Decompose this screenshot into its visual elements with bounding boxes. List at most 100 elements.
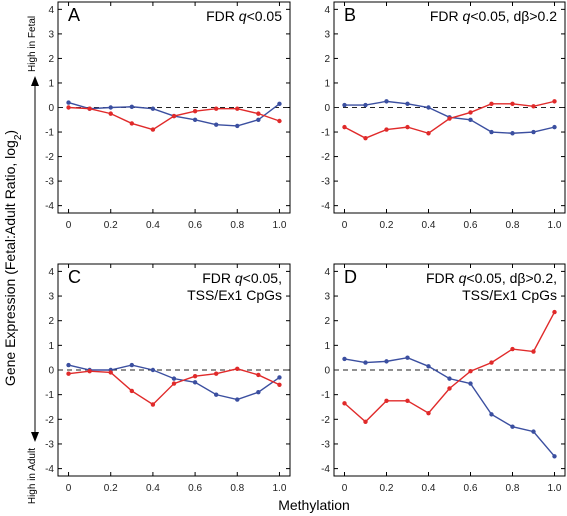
data-point-red <box>552 99 557 104</box>
data-point-blue <box>468 117 473 122</box>
data-point-blue <box>256 389 261 395</box>
panel-b: -4 -3 -2 -1 0 1 2 3 4 0 0.2 0.4 0.6 0.8 1.0 B FDR q<0.05… <box>321 1 566 231</box>
panel-d: -4 -3 -2 -1 0 1 2 3 4 0 0.2 0.4 0.6 0.8 1.0 D FDR q<0.05… <box>321 263 566 494</box>
y-tick-label: 0 <box>48 103 54 114</box>
y-tick-label: 1 <box>48 78 54 89</box>
data-point-red <box>108 370 113 375</box>
data-point-red <box>342 124 347 130</box>
data-point-blue <box>235 397 240 402</box>
panel-letter: A <box>68 5 80 25</box>
data-point-blue <box>213 122 219 127</box>
data-point-blue <box>552 124 557 130</box>
y-tick-label: -1 <box>45 390 54 401</box>
data-point-blue <box>489 129 494 135</box>
data-point-blue <box>277 375 282 380</box>
data-point-red <box>192 108 198 114</box>
panel-title-line: FDR q<0.05, <box>202 270 282 286</box>
data-point-blue <box>426 364 431 369</box>
x-tick-label: 0.2 <box>380 483 394 494</box>
plot-frame <box>57 1 291 214</box>
data-point-blue <box>447 376 452 381</box>
data-point-blue <box>363 360 368 365</box>
data-point-red <box>150 127 156 132</box>
y-tick-label: 0 <box>324 366 330 377</box>
data-point-red <box>552 309 557 315</box>
data-point-blue <box>363 102 368 108</box>
x-tick-label: 0.4 <box>422 220 436 231</box>
data-point-red <box>489 101 494 107</box>
y-tick-label: 1 <box>48 341 54 352</box>
y-tick-label: 2 <box>48 54 54 65</box>
data-point-blue <box>192 117 198 122</box>
data-point-red <box>405 398 410 404</box>
y-tick-label: 0 <box>48 366 54 377</box>
data-point-blue <box>256 117 261 122</box>
data-point-red <box>150 402 156 407</box>
y-tick-label: -1 <box>321 390 330 401</box>
y-tick-label: 3 <box>324 292 330 303</box>
y-tick-label: 2 <box>324 54 330 65</box>
data-point-red <box>489 360 494 365</box>
data-point-red <box>213 106 219 111</box>
y-tick-label: -3 <box>321 439 330 450</box>
data-point-blue <box>531 129 536 135</box>
panel-c: -4 -3 -2 -1 0 1 2 3 4 0 0.2 0.4 0.6 0.8 1.0 C FDR q<0.05… <box>45 263 291 494</box>
data-point-red <box>384 127 389 132</box>
y-tick-label: -4 <box>321 201 330 212</box>
x-tick-label: 1.0 <box>273 483 287 494</box>
data-point-red <box>426 410 431 416</box>
data-point-red <box>447 116 452 121</box>
y-tick-label: 4 <box>324 267 330 278</box>
panel-title-line: FDR q<0.05 <box>206 8 282 24</box>
y-tick-label: 4 <box>324 5 330 16</box>
x-axis-label: Methylation <box>278 497 350 513</box>
data-point-red <box>426 131 431 136</box>
data-point-blue <box>342 102 347 108</box>
data-point-blue <box>129 104 135 109</box>
x-tick-label: 0.4 <box>146 483 160 494</box>
data-point-blue <box>405 101 410 107</box>
data-point-blue <box>171 376 177 381</box>
y-tick-label: -4 <box>321 464 330 475</box>
panel-title-line: TSS/Ex1 CpGs <box>187 287 282 303</box>
data-point-blue <box>426 105 431 110</box>
panel-letter: B <box>344 5 356 25</box>
data-point-red <box>87 369 92 374</box>
y-tick-label: -4 <box>45 201 54 212</box>
data-point-red <box>277 118 282 124</box>
data-point-red <box>531 104 536 109</box>
data-point-blue <box>531 429 536 434</box>
x-tick-label: 0.6 <box>188 483 202 494</box>
series-line-red <box>68 368 280 406</box>
x-tick-label: 0 <box>342 220 348 231</box>
data-point-red <box>171 381 177 386</box>
y-tick-label: -3 <box>45 177 54 188</box>
data-point-red <box>87 106 92 111</box>
data-point-blue <box>510 424 515 429</box>
data-point-red <box>108 111 113 116</box>
y-tick-label: 1 <box>324 341 330 352</box>
x-tick-label: 0.2 <box>380 220 394 231</box>
high-in-fetal-label: High in Fetal <box>27 16 38 72</box>
x-tick-label: 0.8 <box>230 483 244 494</box>
panel-title-line: FDR q<0.05, dβ>0.2, <box>426 270 557 286</box>
x-tick-label: 0 <box>66 483 72 494</box>
y-tick-label: -4 <box>45 464 54 475</box>
data-point-blue <box>552 454 557 459</box>
data-point-blue <box>277 101 282 107</box>
y-tick-label: 4 <box>48 5 54 16</box>
y-tick-label: 2 <box>48 316 54 327</box>
data-point-red <box>363 135 368 141</box>
x-tick-label: 0.2 <box>104 483 118 494</box>
data-point-blue <box>235 123 240 129</box>
data-point-red <box>192 373 198 379</box>
high-in-adult-label: High in Adult <box>27 448 38 504</box>
y-tick-label: -1 <box>45 128 54 139</box>
x-tick-label: 0.8 <box>506 483 520 494</box>
data-point-red <box>213 371 219 376</box>
data-point-red <box>129 388 135 394</box>
x-tick-label: 0.8 <box>230 220 244 231</box>
data-point-blue <box>213 392 219 397</box>
y-tick-label: 1 <box>324 78 330 89</box>
